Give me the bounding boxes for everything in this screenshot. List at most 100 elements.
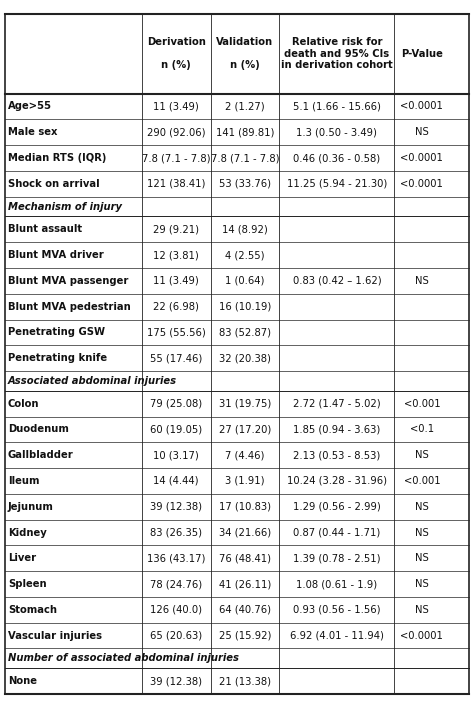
Text: Number of associated abdominal injuries: Number of associated abdominal injuries (8, 653, 238, 663)
Text: 2 (1.27): 2 (1.27) (225, 101, 264, 111)
Text: Relative risk for
death and 95% CIs
in derivation cohort: Relative risk for death and 95% CIs in d… (281, 38, 393, 70)
Text: Penetrating GSW: Penetrating GSW (8, 327, 105, 338)
Text: NS: NS (415, 605, 429, 615)
Text: 34 (21.66): 34 (21.66) (219, 527, 271, 537)
Text: 21 (13.38): 21 (13.38) (219, 676, 271, 686)
Text: 64 (40.76): 64 (40.76) (219, 605, 271, 615)
Text: 136 (43.17): 136 (43.17) (147, 553, 205, 564)
Text: Blunt MVA driver: Blunt MVA driver (8, 250, 104, 260)
Text: Mechanism of injury: Mechanism of injury (8, 202, 121, 212)
Text: Vascular injuries: Vascular injuries (8, 631, 102, 641)
Text: 11 (3.49): 11 (3.49) (153, 101, 199, 111)
Text: 22 (6.98): 22 (6.98) (153, 302, 199, 312)
Text: 83 (26.35): 83 (26.35) (150, 527, 202, 537)
Text: 41 (26.11): 41 (26.11) (219, 579, 271, 589)
Text: Blunt MVA passenger: Blunt MVA passenger (8, 276, 128, 286)
Text: None: None (8, 676, 37, 686)
Text: 65 (20.63): 65 (20.63) (150, 631, 202, 641)
Text: <0.0001: <0.0001 (401, 101, 443, 111)
Text: 1 (0.64): 1 (0.64) (225, 276, 264, 286)
Text: NS: NS (415, 553, 429, 564)
Text: Penetrating knife: Penetrating knife (8, 353, 107, 363)
Text: Blunt assault: Blunt assault (8, 224, 82, 234)
Text: 0.46 (0.36 - 0.58): 0.46 (0.36 - 0.58) (293, 153, 381, 163)
Text: 78 (24.76): 78 (24.76) (150, 579, 202, 589)
Text: Spleen: Spleen (8, 579, 46, 589)
Text: 7.8 (7.1 - 7.8): 7.8 (7.1 - 7.8) (210, 153, 279, 163)
Text: Liver: Liver (8, 553, 36, 564)
Text: Duodenum: Duodenum (8, 424, 69, 435)
Text: Associated abdominal injuries: Associated abdominal injuries (8, 376, 177, 386)
Text: 11 (3.49): 11 (3.49) (153, 276, 199, 286)
Text: 0.83 (0.42 – 1.62): 0.83 (0.42 – 1.62) (292, 276, 381, 286)
Text: Colon: Colon (8, 399, 39, 409)
Text: <0.0001: <0.0001 (401, 153, 443, 163)
Text: Validation

n (%): Validation n (%) (216, 38, 273, 70)
Text: Male sex: Male sex (8, 127, 57, 137)
Text: 2.13 (0.53 - 8.53): 2.13 (0.53 - 8.53) (293, 450, 381, 460)
Text: 3 (1.91): 3 (1.91) (225, 476, 264, 486)
Text: Age>55: Age>55 (8, 101, 52, 111)
Text: 5.1 (1.66 - 15.66): 5.1 (1.66 - 15.66) (293, 101, 381, 111)
Text: Gallbladder: Gallbladder (8, 450, 74, 460)
Text: 1.08 (0.61 - 1.9): 1.08 (0.61 - 1.9) (296, 579, 377, 589)
Text: 1.29 (0.56 - 2.99): 1.29 (0.56 - 2.99) (293, 502, 381, 512)
Text: Stomach: Stomach (8, 605, 57, 615)
Text: 10 (3.17): 10 (3.17) (153, 450, 199, 460)
Text: 0.93 (0.56 - 1.56): 0.93 (0.56 - 1.56) (293, 605, 381, 615)
Text: 4 (2.55): 4 (2.55) (225, 250, 264, 260)
Text: 31 (19.75): 31 (19.75) (219, 399, 271, 409)
Text: 83 (52.87): 83 (52.87) (219, 327, 271, 338)
Text: 0.87 (0.44 - 1.71): 0.87 (0.44 - 1.71) (293, 527, 381, 537)
Text: 16 (10.19): 16 (10.19) (219, 302, 271, 312)
Text: 1.85 (0.94 - 3.63): 1.85 (0.94 - 3.63) (293, 424, 381, 435)
Text: Blunt MVA pedestrian: Blunt MVA pedestrian (8, 302, 131, 312)
Text: 121 (38.41): 121 (38.41) (147, 179, 205, 189)
Text: Jejunum: Jejunum (8, 502, 54, 512)
Text: NS: NS (415, 502, 429, 512)
Text: P-Value: P-Value (401, 49, 443, 59)
Text: 175 (55.56): 175 (55.56) (147, 327, 206, 338)
Text: 141 (89.81): 141 (89.81) (216, 127, 274, 137)
Text: 7 (4.46): 7 (4.46) (225, 450, 264, 460)
Text: NS: NS (415, 579, 429, 589)
Text: <0.1: <0.1 (410, 424, 434, 435)
Text: 32 (20.38): 32 (20.38) (219, 353, 271, 363)
Text: NS: NS (415, 527, 429, 537)
Text: 126 (40.0): 126 (40.0) (150, 605, 202, 615)
Text: 14 (4.44): 14 (4.44) (154, 476, 199, 486)
Text: Kidney: Kidney (8, 527, 47, 537)
Text: 39 (12.38): 39 (12.38) (150, 502, 202, 512)
Text: 14 (8.92): 14 (8.92) (222, 224, 268, 234)
Text: <0.0001: <0.0001 (401, 179, 443, 189)
Text: 11.25 (5.94 - 21.30): 11.25 (5.94 - 21.30) (287, 179, 387, 189)
Text: Shock on arrival: Shock on arrival (8, 179, 100, 189)
Text: 2.72 (1.47 - 5.02): 2.72 (1.47 - 5.02) (293, 399, 381, 409)
Text: 6.92 (4.01 - 11.94): 6.92 (4.01 - 11.94) (290, 631, 384, 641)
Text: NS: NS (415, 276, 429, 286)
Text: NS: NS (415, 127, 429, 137)
Text: 53 (33.76): 53 (33.76) (219, 179, 271, 189)
Text: Ileum: Ileum (8, 476, 39, 486)
Text: <0.0001: <0.0001 (401, 631, 443, 641)
Text: Derivation

n (%): Derivation n (%) (147, 38, 206, 70)
Text: 7.8 (7.1 - 7.8): 7.8 (7.1 - 7.8) (142, 153, 210, 163)
Text: 29 (9.21): 29 (9.21) (153, 224, 199, 234)
Text: 12 (3.81): 12 (3.81) (153, 250, 199, 260)
Text: 25 (15.92): 25 (15.92) (219, 631, 271, 641)
Text: 39 (12.38): 39 (12.38) (150, 676, 202, 686)
Text: <0.001: <0.001 (403, 476, 440, 486)
Text: 27 (17.20): 27 (17.20) (219, 424, 271, 435)
Text: 1.39 (0.78 - 2.51): 1.39 (0.78 - 2.51) (293, 553, 381, 564)
Text: 10.24 (3.28 - 31.96): 10.24 (3.28 - 31.96) (287, 476, 387, 486)
Text: 17 (10.83): 17 (10.83) (219, 502, 271, 512)
Text: 60 (19.05): 60 (19.05) (150, 424, 202, 435)
Text: 76 (48.41): 76 (48.41) (219, 553, 271, 564)
Text: 79 (25.08): 79 (25.08) (150, 399, 202, 409)
Text: Median RTS (IQR): Median RTS (IQR) (8, 153, 106, 163)
Text: <0.001: <0.001 (403, 399, 440, 409)
Text: 1.3 (0.50 - 3.49): 1.3 (0.50 - 3.49) (296, 127, 377, 137)
Text: 290 (92.06): 290 (92.06) (147, 127, 205, 137)
Text: NS: NS (415, 450, 429, 460)
Text: 55 (17.46): 55 (17.46) (150, 353, 202, 363)
